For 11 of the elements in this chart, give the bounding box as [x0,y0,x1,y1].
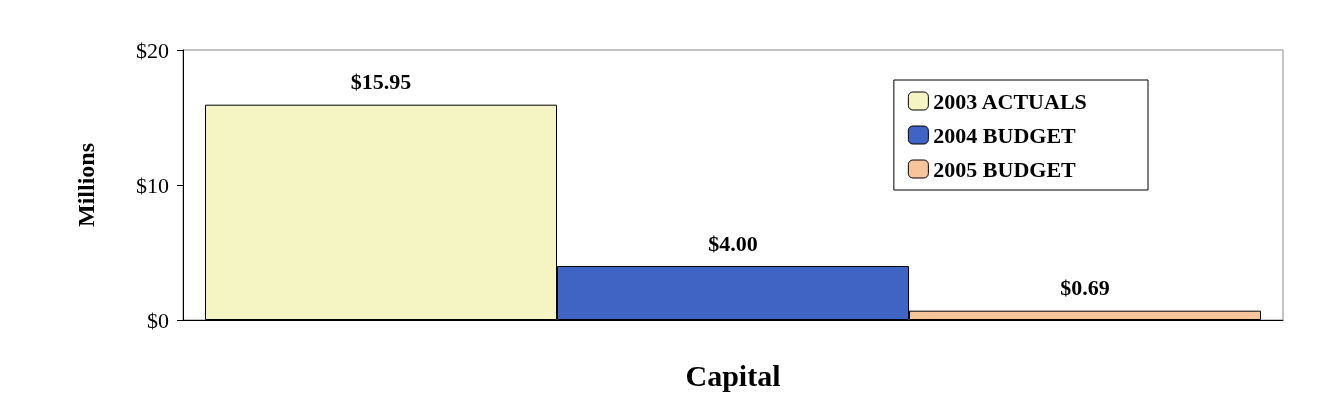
x-tick-label: Capital [685,358,781,392]
y-tick-label: $0 [147,307,169,333]
y-tick-label: $10 [136,172,169,198]
legend-label: 2004 BUDGET [933,122,1077,148]
y-axis-title: Millions [73,142,99,228]
data-label: $15.95 [350,69,412,95]
y-tick-label: $20 [136,37,169,63]
legend-label: 2005 BUDGET [933,156,1077,182]
data-label: $0.69 [1060,275,1110,301]
data-label: $4.00 [708,230,758,256]
legend-label: 2003 ACTUALS [933,88,1087,114]
